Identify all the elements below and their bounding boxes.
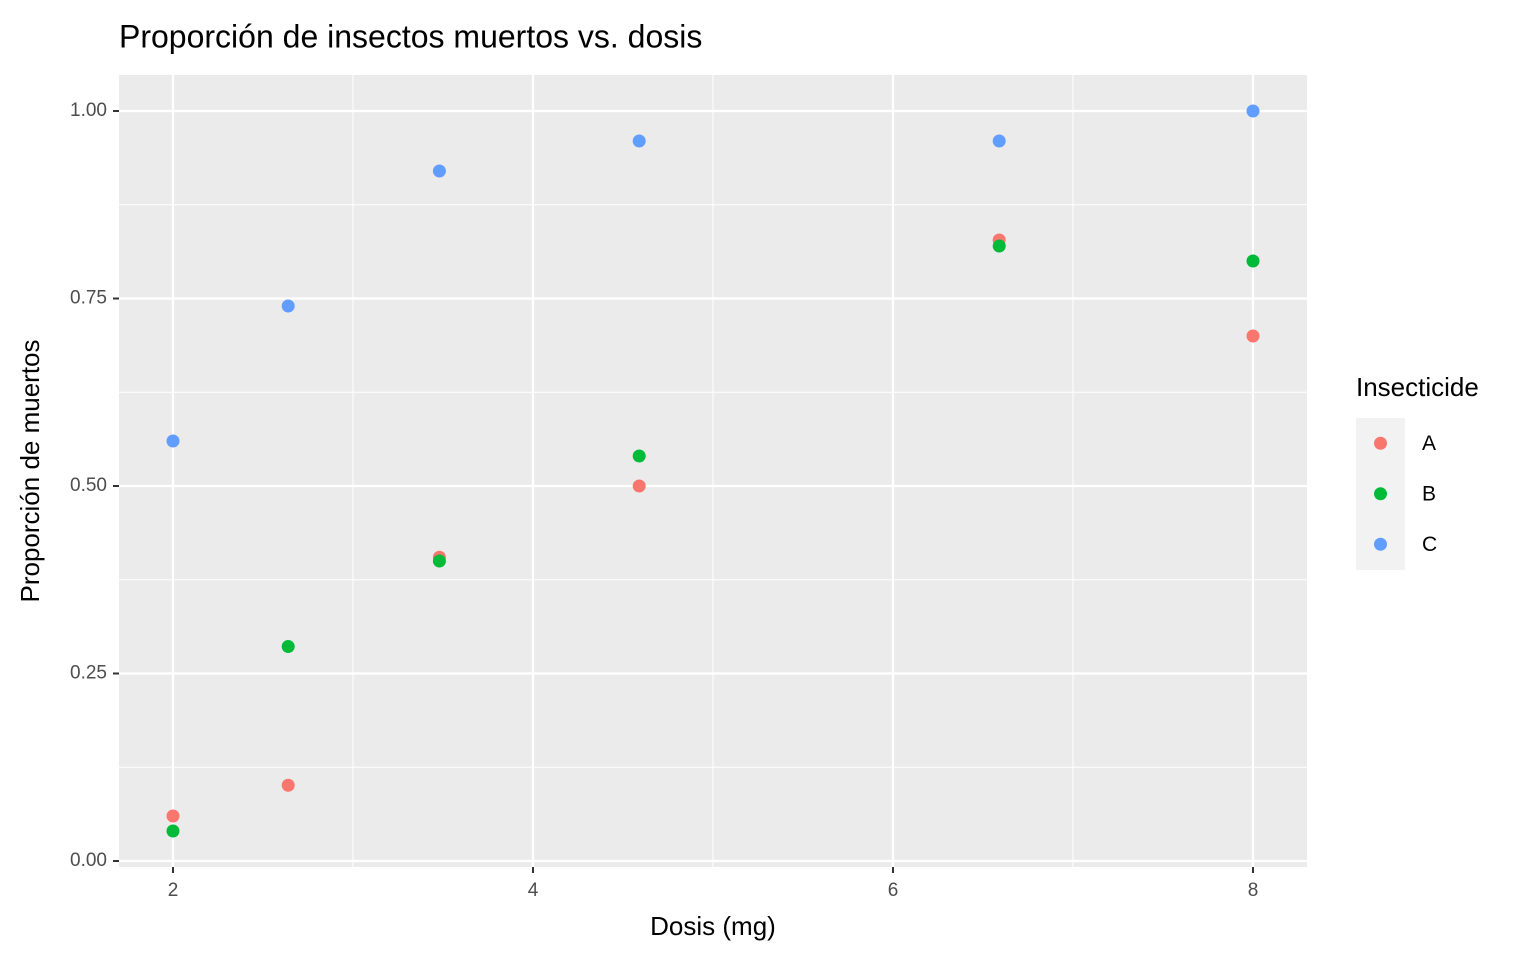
chart-title: Proporción de insectos muertos vs. dosis [119, 18, 702, 54]
point [992, 239, 1006, 253]
point [632, 449, 646, 463]
legend-label: A [1422, 432, 1436, 455]
x-tick-label: 6 [888, 880, 899, 901]
y-tick-label: 0.25 [70, 663, 107, 684]
x-tick-label: 8 [1248, 880, 1259, 901]
point [166, 809, 180, 823]
point [281, 778, 295, 792]
point [1246, 104, 1260, 118]
point [432, 554, 446, 568]
y-tick-label: 1.00 [70, 100, 107, 121]
point [632, 479, 646, 493]
y-tick-label: 0.75 [70, 288, 107, 309]
y-axis-title: Proporción de muertos [15, 339, 45, 602]
point [1246, 254, 1260, 268]
legend-label: B [1422, 482, 1436, 505]
point [281, 640, 295, 653]
x-tick-label: 4 [528, 880, 539, 901]
legend-label: C [1422, 533, 1437, 556]
point [1246, 329, 1260, 343]
y-tick-label: 0.50 [70, 475, 107, 496]
point [432, 164, 446, 178]
legend-key [1374, 436, 1387, 450]
legend-key [1374, 537, 1387, 551]
legend-key [1374, 487, 1387, 501]
x-tick-label: 2 [168, 880, 179, 901]
point [281, 299, 295, 313]
y-tick-label: 0.00 [70, 850, 107, 871]
point [632, 134, 646, 148]
x-axis-title: Dosis (mg) [650, 911, 776, 941]
legend-title: Insecticide [1356, 372, 1479, 402]
point [992, 134, 1006, 148]
point [166, 824, 180, 838]
point [166, 434, 180, 448]
